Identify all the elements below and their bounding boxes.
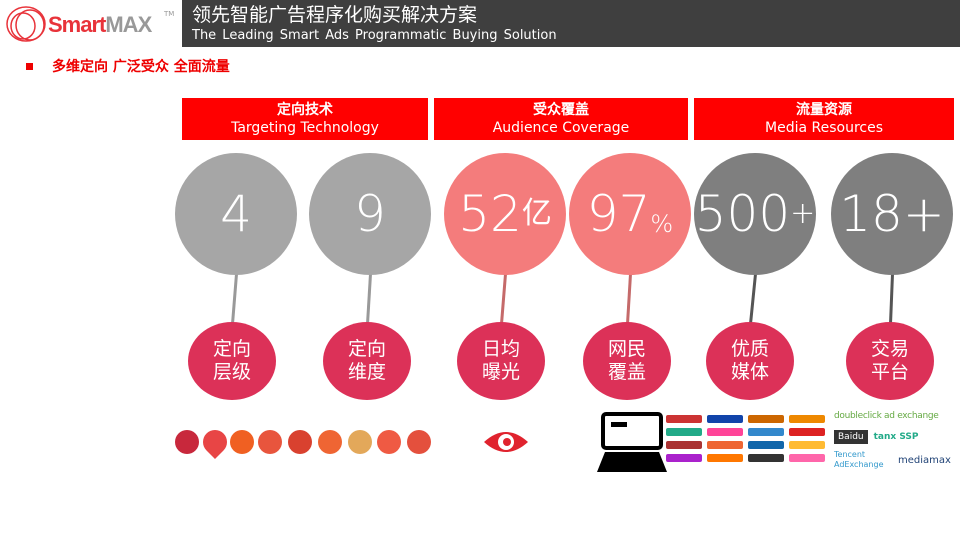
head-profile-icon xyxy=(230,430,254,454)
mediamax-logo: mediamax xyxy=(898,454,951,466)
stat-suffix: + xyxy=(790,196,816,231)
stat-label-line1: 定向 xyxy=(347,338,386,360)
section-title-zh: 流量资源 xyxy=(796,102,852,118)
logo-text-smart: Smart xyxy=(48,12,106,37)
stat-label-circle: 交易 平台 xyxy=(846,322,934,400)
subtitle-text: 多维定向 广泛受众 全面流量 xyxy=(52,59,230,75)
chat-bubble-icon xyxy=(407,430,431,454)
stat-value: 97 xyxy=(586,185,651,243)
stat-label-circle: 优质 媒体 xyxy=(706,322,794,400)
building-icon xyxy=(258,430,282,454)
stat-label-line1: 网民 xyxy=(607,338,646,360)
stat-label-line2: 层级 xyxy=(212,361,251,383)
stat-value: 9 xyxy=(354,185,386,243)
section-title-zh: 受众覆盖 xyxy=(533,102,589,118)
connector-line xyxy=(500,273,507,325)
stat-label-line1: 优质 xyxy=(730,338,769,360)
header-bar: 领先智能广告程序化购买解决方案 The Leading Smart Ads Pr… xyxy=(182,0,960,47)
stat-value: 4 xyxy=(220,185,252,243)
gears-icon xyxy=(288,430,312,454)
section-targeting: 定向技术 Targeting Technology xyxy=(182,98,428,140)
stat-value: 52 xyxy=(458,185,522,243)
stat-label-circle: 定向 层级 xyxy=(188,322,276,400)
section-title-en: Targeting Technology xyxy=(231,120,379,136)
tanx-logo: tanx SSP xyxy=(873,432,919,442)
stat-label-line1: 日均 xyxy=(481,338,520,360)
section-media: 流量资源 Media Resources xyxy=(694,98,954,140)
smartmax-logo: SmartMAX TM xyxy=(4,4,176,44)
stat-circle: 500 + xyxy=(694,153,816,275)
exchange-logos: doubleclick ad exchange Baidu tanx SSP T… xyxy=(834,410,958,470)
stat-suffix: % xyxy=(650,210,674,238)
clock-icon xyxy=(175,430,199,454)
doubleclick-logo: doubleclick ad exchange xyxy=(834,411,939,421)
rocket-icon xyxy=(348,430,372,454)
stat-label-line2: 媒体 xyxy=(730,361,769,383)
section-audience: 受众覆盖 Audience Coverage xyxy=(434,98,688,140)
stat-label-line2: 曝光 xyxy=(481,361,520,383)
connector-line xyxy=(889,273,894,325)
magnifier-icon xyxy=(377,430,401,454)
stat-value: 500 xyxy=(694,185,791,243)
stat-label-line2: 平台 xyxy=(870,361,909,383)
section-title-zh: 定向技术 xyxy=(277,102,333,118)
stat-label-line1: 交易 xyxy=(870,338,909,360)
connector-line xyxy=(366,273,372,325)
media-logos-grid xyxy=(666,415,831,470)
stat-label-circle: 定向 维度 xyxy=(323,322,411,400)
stat-suffix: 亿 xyxy=(521,196,552,231)
header-title-zh: 领先智能广告程序化购买解决方案 xyxy=(192,4,478,26)
stat-circle: 4 xyxy=(175,153,297,275)
stat-label-circle: 日均 曝光 xyxy=(457,322,545,400)
stat-label-circle: 网民 覆盖 xyxy=(583,322,671,400)
trademark: TM xyxy=(164,10,175,18)
bullet-square-icon xyxy=(26,62,33,70)
section-title-en: Media Resources xyxy=(765,120,883,136)
stat-label-line1: 定向 xyxy=(212,338,251,360)
stat-label-line2: 维度 xyxy=(347,361,386,383)
stat-circle: 52 亿 xyxy=(444,153,566,275)
connector-line xyxy=(626,273,632,325)
connector-line xyxy=(749,273,757,325)
eye-icon xyxy=(484,432,528,452)
laptop-icon xyxy=(597,412,667,472)
subtitle: 多维定向 广泛受众 全面流量 xyxy=(26,56,230,76)
stat-circle: 9 xyxy=(309,153,431,275)
tencent-adexchange-logo: Tencent AdExchange xyxy=(834,450,884,469)
stat-circle: 18+ xyxy=(831,153,953,275)
baidu-logo: Baidu xyxy=(834,430,868,444)
monitor-chart-icon xyxy=(318,430,342,454)
stat-circle: 97% xyxy=(569,153,691,275)
rings-icon xyxy=(6,6,46,42)
section-title-en: Audience Coverage xyxy=(492,120,630,136)
connector-line xyxy=(231,273,238,325)
header-title-en: The Leading Smart Ads Programmatic Buyin… xyxy=(192,28,557,43)
location-pin-icon xyxy=(198,425,232,459)
logo-text-max: MAX xyxy=(105,12,152,37)
stat-label-line2: 覆盖 xyxy=(607,361,646,383)
stat-value: 18+ xyxy=(839,185,945,243)
